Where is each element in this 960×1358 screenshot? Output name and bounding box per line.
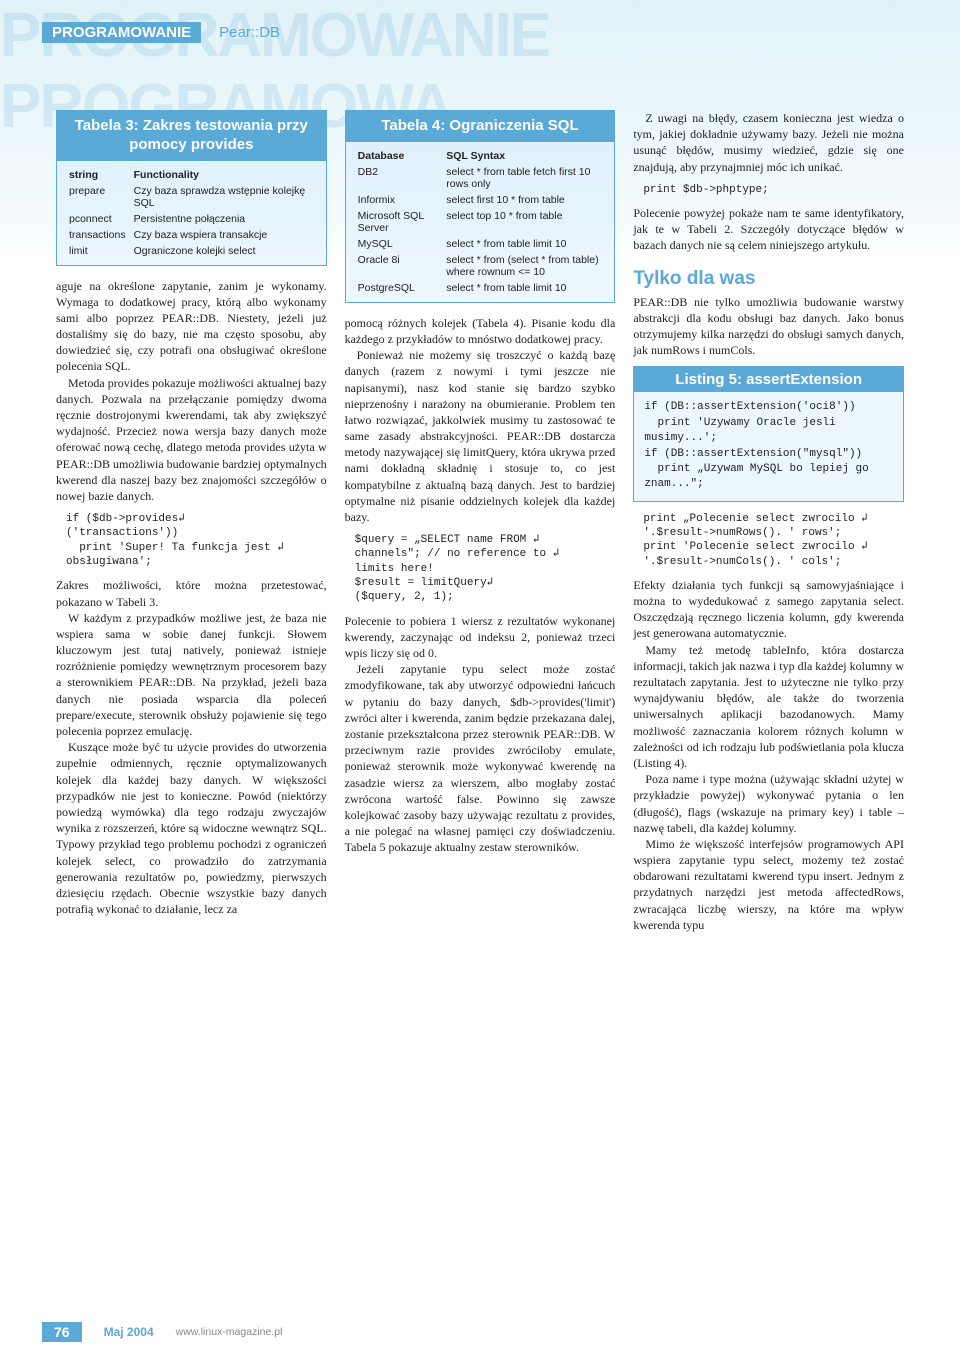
body-para: Jeżeli zapytanie typu select może zostać… [345,661,616,855]
body-para: Ponieważ nie możemy się troszczyć o każd… [345,347,616,525]
td: select * from table fetch first 10 rows … [442,164,606,192]
code-block: if ($db->provides↲ ('transactions')) pri… [66,512,327,569]
body-para: Mamy też metodę tableInfo, która dostarc… [633,642,904,772]
tabela-4: Tabela 4: Ograniczenia SQL DatabaseSQL S… [345,110,616,303]
footer-url: www.linux-magazine.pl [176,1326,283,1338]
td: select first 10 * from table [442,192,606,208]
tabela-4-title: Tabela 4: Ograniczenia SQL [346,111,615,142]
td: pconnect [65,211,130,227]
page-number: 76 [42,1322,82,1342]
footer-date: Maj 2004 [104,1325,154,1339]
page-header: PROGRAMOWANIE Pear::DB [42,22,280,43]
body-para: pomocą różnych kolejek (Tabela 4). Pisan… [345,315,616,347]
td: DB2 [354,164,443,192]
td: limit [65,243,130,259]
listing-5-title: Listing 5: assertExtension [634,367,903,392]
body-para: Polecenie to pobiera 1 wiersz z rezultat… [345,613,616,662]
td: Persistentne połączenia [130,211,318,227]
body-para: Kuszące może być tu użycie provides do u… [56,739,327,917]
body-para: aguje na określone zapytanie, zanim je w… [56,278,327,375]
td: select * from table limit 10 [442,280,606,296]
td: select top 10 * from table [442,208,606,236]
th: Functionality [130,167,318,183]
td: select * from table limit 10 [442,236,606,252]
header-subject: Pear::DB [219,24,280,41]
th: SQL Syntax [442,148,606,164]
th: Database [354,148,443,164]
body-para: Polecenie powyżej pokaże nam te same ide… [633,205,904,254]
body-para: Mimo że większość interfejsów programowy… [633,836,904,933]
body-para: Z uwagi na błędy, czasem konieczna jest … [633,110,904,175]
td: Czy baza wspiera transakcje [130,227,318,243]
listing-5-body: if (DB::assertExtension('oci8')) print '… [634,392,903,500]
tabela-3-title: Tabela 3: Zakres testowania przy pomocy … [57,111,326,161]
td: Ograniczone kolejki select [130,243,318,259]
code-block: print „Polecenie select zwrocilo ↲ '.$re… [643,512,904,569]
tabela-3: Tabela 3: Zakres testowania przy pomocy … [56,110,327,266]
td: Czy baza sprawdza wstępnie kolejkę SQL [130,183,318,211]
listing-5: Listing 5: assertExtension if (DB::asser… [633,366,904,501]
code-block: print $db->phptype; [643,183,904,197]
body-para: Poza name i type można (używając składni… [633,771,904,836]
header-category: PROGRAMOWANIE [42,22,201,43]
td: prepare [65,183,130,211]
td: MySQL [354,236,443,252]
body-para: PEAR::DB nie tylko umożliwia budowanie w… [633,294,904,359]
page-body: Tabela 3: Zakres testowania przy pomocy … [56,110,904,1286]
td: Microsoft SQL Server [354,208,443,236]
body-para: W każdym z przypadków możliwe jest, że b… [56,610,327,740]
body-para: Metoda provides pokazuje możliwości aktu… [56,375,327,505]
body-para: Zakres możliwości, które można przetesto… [56,577,327,609]
page-footer: 76 Maj 2004 www.linux-magazine.pl [42,1322,282,1342]
td: transactions [65,227,130,243]
td: Informix [354,192,443,208]
body-para: Efekty działania tych funkcji są samowyj… [633,577,904,642]
th: string [65,167,130,183]
td: PostgreSQL [354,280,443,296]
tabela-3-table: stringFunctionality prepareCzy baza spra… [65,167,318,259]
td: select * from (select * from table) wher… [442,252,606,280]
section-heading: Tylko dla was [633,268,904,290]
td: Oracle 8i [354,252,443,280]
tabela-4-table: DatabaseSQL Syntax DB2select * from tabl… [354,148,607,296]
code-block: $query = „SELECT name FROM ↲ channels"; … [355,533,616,604]
